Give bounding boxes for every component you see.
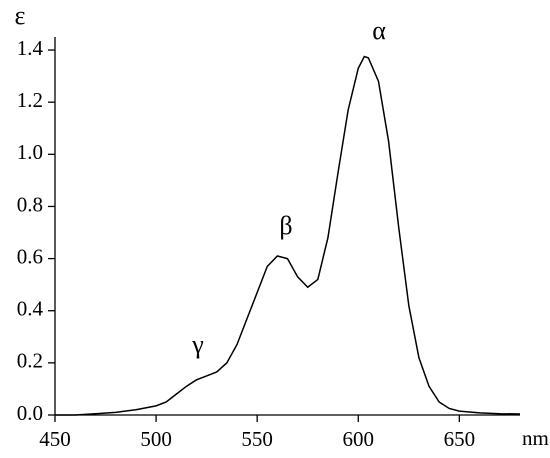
data-line xyxy=(55,55,521,416)
y-tick-label: 1.0 xyxy=(17,140,43,164)
y-tick-label: 0.0 xyxy=(17,401,43,425)
peak-annotation: α xyxy=(372,16,386,45)
x-tick-label: 500 xyxy=(140,427,172,451)
x-tick-label: 600 xyxy=(343,427,375,451)
y-tick-label: 1.4 xyxy=(17,36,44,60)
y-tick-label: 0.4 xyxy=(17,297,44,321)
x-tick-label: 650 xyxy=(444,427,476,451)
y-tick-label: 1.2 xyxy=(17,88,43,112)
x-tick-label: 450 xyxy=(39,427,71,451)
x-tick-label: 550 xyxy=(241,427,273,451)
y-tick-label: 0.6 xyxy=(17,244,43,268)
y-axis-label: ε xyxy=(15,1,26,30)
peak-annotation: γ xyxy=(191,330,204,359)
peak-annotation: β xyxy=(279,211,292,240)
y-tick-label: 0.8 xyxy=(17,192,43,216)
y-tick-label: 0.2 xyxy=(17,349,43,373)
x-axis-label: nm xyxy=(522,426,549,450)
